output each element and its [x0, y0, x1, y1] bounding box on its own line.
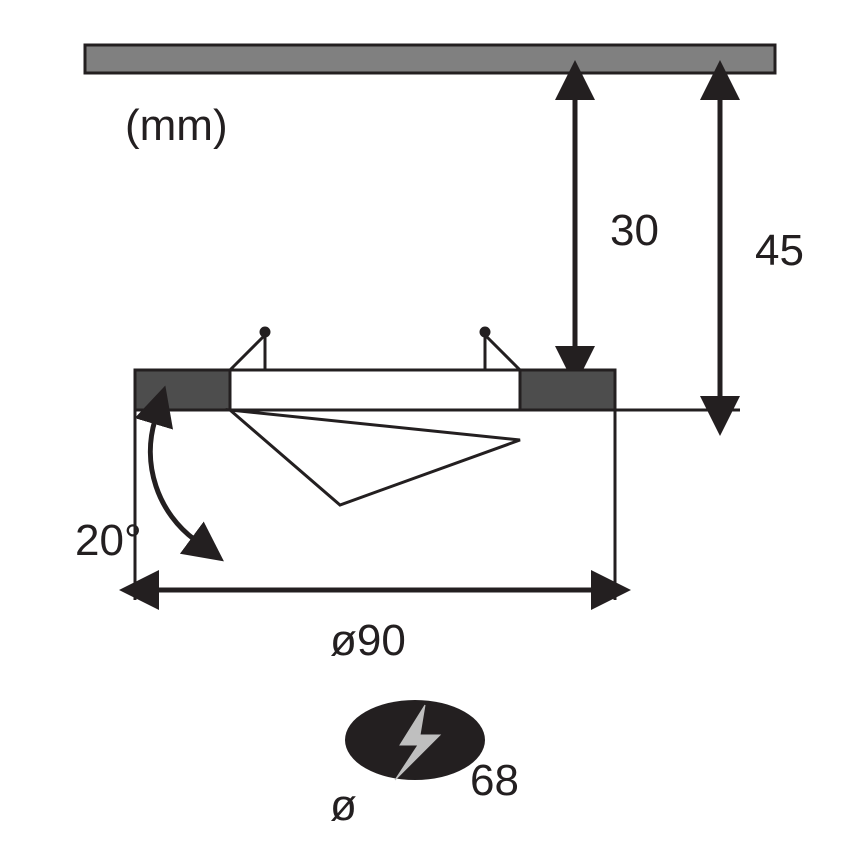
ceiling-bar: [85, 45, 775, 73]
technical-diagram: (mm) 30 45 20° ø90 ø 68: [0, 0, 868, 868]
cutout-label: 68: [470, 756, 519, 805]
fixture-block-left: [135, 370, 230, 410]
fixture-block-right: [520, 370, 615, 410]
spring-clip-right: [481, 328, 520, 370]
tilt-arc: [150, 420, 195, 540]
tilt-angle-label: 20°: [75, 516, 142, 565]
dim-30-label: 30: [610, 206, 659, 255]
unit-label: (mm): [125, 101, 228, 150]
dim-90-label: ø90: [330, 616, 406, 665]
tilt-wedge: [230, 410, 520, 505]
spring-clip-left: [230, 328, 269, 370]
cutout-prefix: ø: [330, 781, 357, 830]
dim-45-label: 45: [755, 226, 804, 275]
